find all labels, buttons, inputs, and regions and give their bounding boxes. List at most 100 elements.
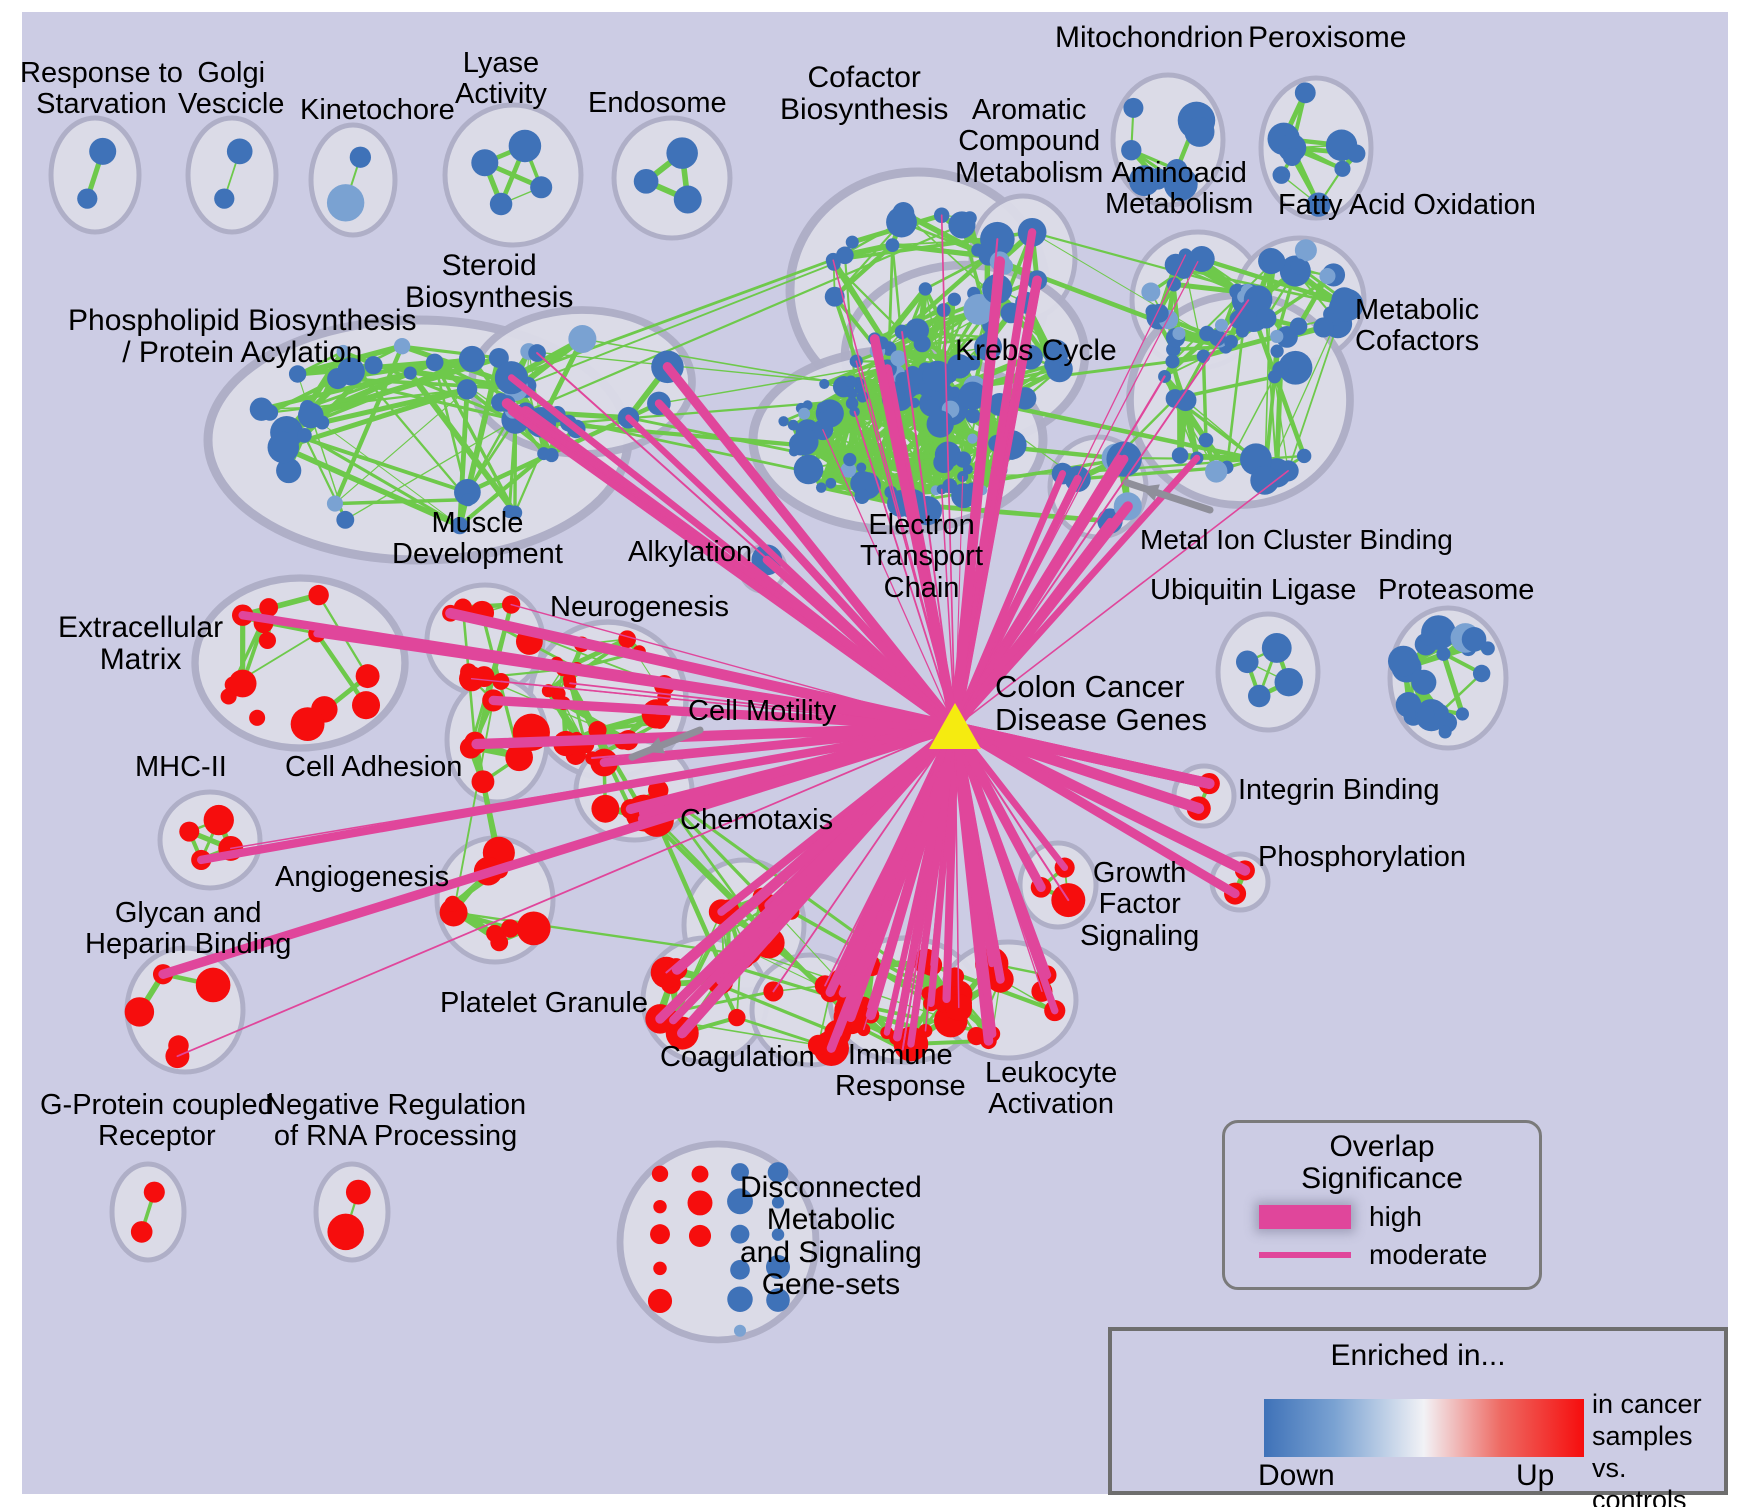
gene-set-node — [1224, 334, 1238, 349]
overlap-edge — [297, 373, 346, 521]
gene-set-node — [1270, 344, 1284, 358]
colon-cancer-disease-genes-hub — [929, 703, 981, 749]
gene-set-node — [1313, 317, 1334, 338]
gene-set-node — [688, 1224, 712, 1248]
gene-set-node — [895, 372, 911, 388]
gene-set-node — [1455, 707, 1469, 721]
disease-gene-edge — [954, 279, 1038, 728]
disease-gene-edge — [951, 723, 1059, 1015]
legend-overlap-high-label: high — [1369, 1200, 1422, 1232]
inter-cluster-edge — [791, 422, 1127, 462]
gene-set-node — [691, 1165, 709, 1183]
gene-set-node — [451, 517, 469, 535]
gene-set-node — [226, 138, 253, 165]
gene-set-node — [1294, 239, 1317, 262]
disease-gene-edge — [954, 470, 1289, 728]
gene-set-node — [653, 1261, 667, 1276]
gene-set-node — [1411, 669, 1437, 695]
inter-cluster-edge — [1171, 260, 1275, 363]
gene-set-node — [1438, 725, 1452, 739]
gene-set-node — [1294, 82, 1316, 104]
gene-set-node — [537, 447, 551, 461]
disease-gene-edge — [229, 726, 956, 850]
gene-set-node — [471, 770, 495, 794]
hub-edges — [158, 214, 1289, 1058]
disease-gene-edge — [954, 299, 1250, 728]
gene-set-node — [508, 129, 542, 163]
gene-set-node — [1420, 630, 1436, 646]
disease-gene-edge — [950, 284, 1002, 732]
gene-set-node — [1166, 159, 1188, 181]
gene-set-node — [1188, 246, 1215, 273]
gene-set-node — [1164, 253, 1187, 276]
disease-gene-edge — [954, 726, 960, 1009]
gene-set-node — [249, 397, 274, 421]
gene-set-node — [1184, 116, 1215, 147]
gene-set-node — [846, 388, 858, 399]
gene-set-node — [214, 188, 235, 209]
disease-gene-edge — [512, 409, 956, 728]
gene-set-node — [505, 743, 533, 772]
gene-set-node — [850, 1018, 865, 1033]
high-significance-swatch — [1259, 1204, 1351, 1229]
gene-set-node — [541, 684, 556, 698]
cell-motility-arrow — [628, 726, 704, 761]
gene-set-node — [947, 292, 961, 306]
gene-set-node — [1255, 307, 1277, 329]
gene-set-node — [1461, 627, 1487, 652]
disease-gene-edge — [766, 559, 956, 728]
gene-set-node — [1272, 361, 1289, 378]
gene-set-node — [1319, 268, 1336, 285]
gene-set-node — [1198, 432, 1214, 448]
gene-set-node — [1436, 646, 1451, 661]
gene-set-node — [954, 451, 972, 468]
inter-cluster-edge — [514, 262, 835, 390]
disease-gene-edge — [951, 454, 1201, 731]
overlap-edge — [310, 414, 461, 527]
inter-cluster-edge — [538, 420, 966, 462]
gene-set-node — [922, 360, 953, 392]
gene-set-node — [267, 431, 300, 464]
gene-set-node — [819, 378, 830, 389]
overlap-edge — [829, 367, 885, 485]
gene-set-node — [1247, 684, 1271, 708]
gene-set-node — [733, 1324, 747, 1337]
gene-set-node — [728, 1008, 746, 1027]
metal-ion-arrow — [1123, 479, 1214, 514]
gene-set-node — [1306, 192, 1331, 217]
gene-set-node — [949, 386, 961, 398]
gene-set-node — [730, 1224, 750, 1244]
gene-set-node — [345, 1179, 371, 1205]
overlap-edge — [1273, 376, 1289, 472]
gene-set-node — [444, 895, 461, 912]
disease-gene-edge — [883, 723, 959, 1036]
legend-overlap-title: Overlap Significance — [1301, 1130, 1463, 1195]
gene-set-node — [778, 416, 789, 427]
gene-set-node — [195, 967, 231, 1003]
gene-set-node — [290, 707, 325, 742]
inter-cluster-edge — [524, 223, 964, 413]
gene-set-node — [179, 821, 200, 842]
gene-set-node — [730, 1260, 750, 1280]
gene-set-node — [1172, 326, 1186, 340]
gene-set-node — [963, 294, 995, 325]
gene-set-node — [854, 488, 870, 504]
overlap-edge — [314, 631, 369, 708]
gene-set-node — [461, 493, 475, 507]
gene-set-node — [965, 408, 981, 424]
gene-set-node — [203, 804, 234, 836]
gene-set-node — [403, 366, 417, 380]
gene-set-node — [1262, 250, 1286, 273]
gene-set-node — [816, 402, 828, 413]
gene-set-node — [918, 282, 933, 296]
gene-set-node — [673, 185, 702, 214]
gene-set-node — [666, 137, 698, 169]
inter-cluster-edge — [924, 255, 989, 291]
inter-cluster-edge — [658, 346, 989, 405]
gene-set-node — [288, 365, 307, 383]
gene-set-node — [836, 246, 854, 265]
gene-set-node — [1214, 318, 1229, 332]
gene-set-node — [168, 1035, 189, 1056]
legend-overlap-moderate-label: moderate — [1369, 1238, 1488, 1270]
gene-set-node — [824, 286, 845, 307]
